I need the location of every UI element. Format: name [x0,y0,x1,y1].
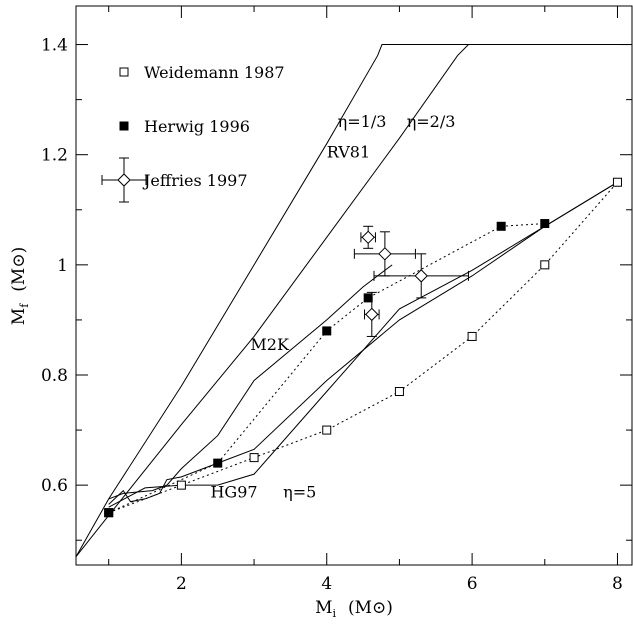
weidemann-1987-point [394,387,404,397]
x-tick-label: 4 [321,574,332,594]
herwig-1996-point [496,221,506,231]
herwig-1996-point [363,293,373,303]
y-tick-label: 0.8 [41,366,68,386]
diamond-marker [361,230,375,245]
weidemann-1987-point [249,453,259,463]
diamond-marker [378,247,392,261]
x-axis-label: Mi (M⊙) [315,598,393,620]
annotation-eta-5: η=5 [283,482,316,501]
jeffries-1997-point [373,253,469,299]
legend-label: Weidemann 1987 [144,63,285,82]
x-tick-label: 6 [467,574,478,594]
weidemann-1987-point [322,425,332,435]
diamond-marker [365,307,379,322]
tick-layer: 2 4 6 8 0.6 0.8 1 1.2 1.4 [41,6,632,594]
x-tick-label: 2 [176,574,187,594]
y-tick-label: 1 [57,256,68,276]
jeffries-1997-point [360,225,376,249]
legend-weidemann-1987: Weidemann 1987 [119,63,285,82]
m2k-line [108,264,393,500]
annotation-rv81: RV81 [327,142,370,161]
eta-2-3-line [75,44,632,558]
annotation-eta-2-3: η=2/3 [407,112,456,131]
jeffries-1997-point [364,291,380,337]
y-axis-label: Mf(M⊙) [9,247,31,325]
herwig-1996-point [104,508,114,518]
legend-marker [119,67,129,77]
legend-marker [119,121,129,131]
herwig-1996-point [213,458,223,468]
legend-herwig-1996: Herwig 1996 [119,117,250,136]
legend: Weidemann 1987 Herwig 1996 Jeffries 1997 [101,63,285,203]
weidemann-1987-point [176,480,186,490]
plot-frame [75,5,633,566]
annotation-hg97: HG97 [210,482,257,501]
annotation-eta-1-3: η=1/3 [338,112,387,131]
y-tick-label: 0.6 [41,476,68,496]
y-tick-label: 1.2 [41,146,68,166]
annotation-m2k: M2K [250,335,290,354]
legend-jeffries-1997: Jeffries 1997 [101,157,248,203]
legend-label: Jeffries 1997 [142,171,248,190]
y-tick-label: 1.4 [41,36,68,56]
x-tick-label: 8 [612,574,623,594]
marker-layer [104,177,622,518]
eta-5-line [108,181,618,508]
series-layer [75,44,632,558]
diamond-marker [414,269,428,283]
herwig-1996-line [108,223,545,514]
hg97-line [108,181,618,505]
eta-1-3-line [75,44,632,557]
weidemann-1987-point [540,260,550,270]
legend-label: Herwig 1996 [144,117,250,136]
annotation-layer: η=1/3 η=2/3 RV81 M2K HG97 η=5 [210,112,455,501]
weidemann-1987-line [108,181,618,514]
herwig-1996-point [540,219,550,229]
legend-diamond-marker [117,173,131,187]
herwig-1996-point [322,326,332,336]
weidemann-1987-point [612,177,622,187]
weidemann-1987-point [467,331,477,341]
